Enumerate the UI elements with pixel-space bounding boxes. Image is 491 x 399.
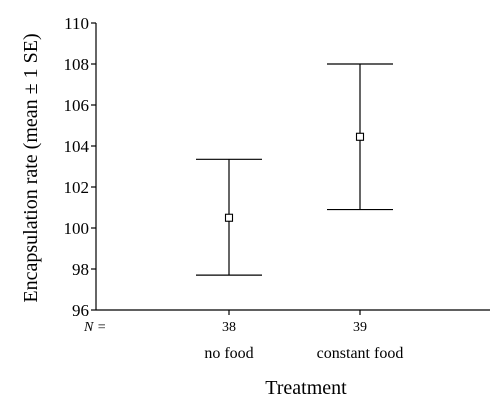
mean-point — [355, 132, 365, 141]
y-tick-label: 108 — [64, 55, 90, 74]
mean-point — [224, 213, 234, 222]
y-tick-label: 110 — [64, 14, 89, 33]
y-tick-label: 102 — [64, 178, 90, 197]
y-tick-label: 100 — [64, 219, 90, 238]
category-label: no food — [204, 345, 253, 362]
y-tick-label: 98 — [72, 260, 89, 279]
category-label: constant food — [317, 345, 404, 362]
y-tick-label: 96 — [72, 301, 89, 320]
x-axis-title: Treatment — [265, 377, 347, 399]
n-prefix: N = — [83, 320, 106, 335]
y-ticks: 96 98 100 102 104 106 108 110 — [64, 14, 96, 320]
axes — [95, 23, 490, 311]
n-value: 39 — [353, 320, 367, 335]
y-tick-label: 104 — [64, 137, 90, 156]
data-marks — [196, 63, 393, 276]
n-value: 38 — [222, 320, 236, 335]
y-tick-label: 106 — [64, 96, 90, 115]
x-categories: 38 no food 39 constant food — [204, 310, 403, 362]
y-axis-title: Encapsulation rate (mean ± 1 SE) — [20, 33, 42, 302]
